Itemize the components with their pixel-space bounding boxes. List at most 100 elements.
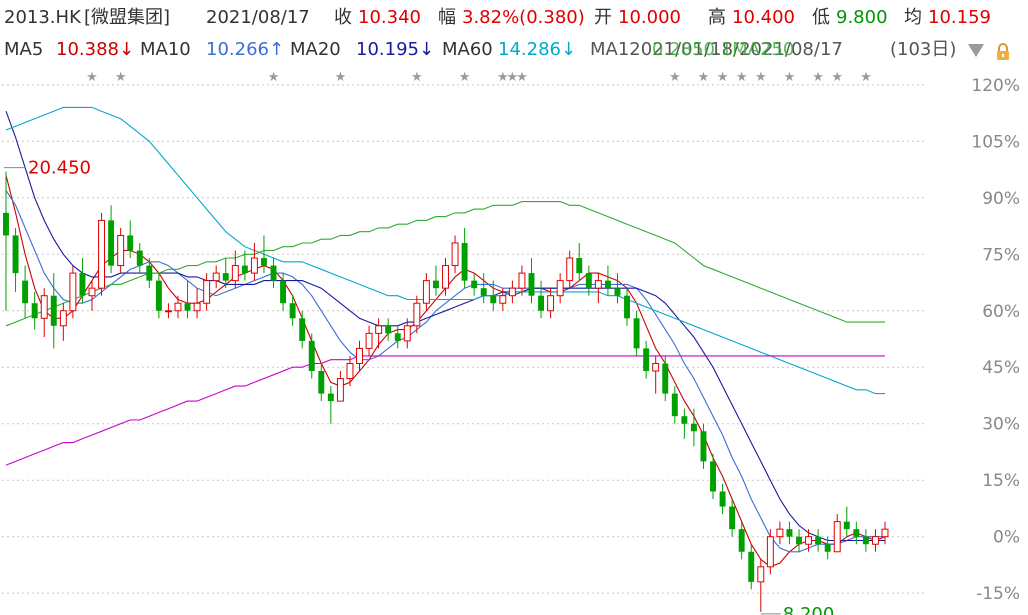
candle-body (451, 242, 459, 267)
candle-body (40, 295, 48, 319)
candle-body (184, 303, 191, 311)
candle-body (508, 287, 516, 297)
y-tick-label: 15% (982, 471, 1020, 491)
candle-body (136, 250, 143, 266)
candle-body (174, 302, 182, 312)
candle-body (490, 295, 497, 304)
y-tick-label: 75% (982, 245, 1020, 265)
candle-body (289, 303, 296, 319)
candle-body (604, 280, 611, 289)
candle-body (585, 273, 592, 289)
candle-body (375, 325, 383, 334)
candle-body (556, 280, 564, 297)
series-line-ma5 (5, 175, 886, 568)
candle-body (79, 273, 86, 296)
series-line-ma120 (5, 201, 885, 327)
candle-body (652, 362, 660, 372)
event-star-marker: ★ (736, 70, 748, 85)
avg-value: 10.159 (928, 7, 991, 28)
candle-body (336, 378, 344, 402)
candle-body (22, 280, 29, 304)
candle-body (824, 544, 831, 552)
ma10-value: 10.266↑ (206, 39, 285, 60)
candle-body (700, 431, 707, 462)
candle-body (212, 272, 220, 282)
candle-body (776, 528, 784, 538)
candle-body (270, 265, 277, 281)
candle-body (346, 362, 354, 380)
candle-body (528, 273, 535, 296)
event-star-marker: ★ (497, 70, 509, 85)
close-label: 收 (334, 7, 352, 28)
candle-body (59, 310, 67, 327)
candle-body (471, 280, 478, 289)
y-tick-label: 105% (971, 132, 1020, 152)
event-star-marker: ★ (669, 70, 681, 85)
y-tick-label: 120% (971, 76, 1020, 96)
event-star-marker: ★ (516, 70, 528, 85)
candle-body (614, 288, 621, 296)
quote-date: 2021/08/17 (206, 7, 310, 28)
event-star-marker: ★ (507, 70, 519, 85)
candle-body (193, 302, 201, 312)
ma5-label: MA5 (4, 39, 44, 60)
candle-body (633, 318, 640, 349)
candle-body (671, 393, 678, 417)
candle-body (681, 416, 688, 424)
open-value: 10.000 (618, 7, 681, 28)
candle-body (394, 333, 401, 341)
candle-body (662, 363, 669, 394)
candle-body (766, 536, 774, 568)
candle-body (280, 280, 287, 304)
candle-body (757, 566, 765, 583)
candle-body (241, 265, 248, 274)
candle-body (547, 295, 555, 312)
event-star-marker: ★ (717, 70, 729, 85)
candle-body (203, 280, 211, 304)
candle-body (796, 536, 802, 545)
candle-body (127, 235, 134, 251)
candle-body (117, 234, 125, 267)
low-label: 低 (812, 7, 830, 28)
candle-body (250, 257, 258, 274)
candle-body (432, 280, 439, 289)
candle-body (594, 280, 602, 289)
candle-body (862, 536, 869, 545)
candle-body (299, 318, 306, 341)
high-label: 高 (708, 7, 726, 28)
candle-body (164, 310, 172, 313)
avg-label: 均 (904, 7, 922, 28)
candle-body (871, 536, 879, 545)
series-line-ma10 (5, 190, 885, 553)
quote-header: 2013.HK [微盟集团] 2021/08/17 收 10.340 幅 3.8… (0, 2, 1028, 34)
event-star-marker: ★ (755, 70, 767, 85)
ma60-label: MA60 (442, 39, 493, 60)
event-star-marker: ★ (860, 70, 872, 85)
event-star-marker: ★ (784, 70, 796, 85)
candle-body (146, 265, 153, 281)
triangle-down-icon[interactable] (968, 44, 984, 57)
candle-body (499, 295, 507, 304)
series-line-ma250 (5, 355, 885, 466)
change-value: 3.82%(0.380) (462, 7, 585, 28)
y-tick-label: 45% (982, 358, 1020, 378)
candle-body (88, 287, 96, 297)
candle-body (31, 303, 38, 319)
ma20-label: MA20 (290, 39, 341, 60)
candle-body (442, 265, 449, 289)
candle-body (422, 280, 430, 304)
candle-body (518, 272, 526, 289)
candle-body (748, 551, 755, 582)
event-star-marker: ★ (459, 70, 471, 85)
y-tick-label: 60% (982, 302, 1020, 322)
lock-icon[interactable] (993, 42, 1013, 62)
candle-body (710, 461, 716, 492)
stock-name: [微盟集团] (84, 7, 171, 28)
event-star-marker: ★ (335, 70, 347, 85)
candle-body (643, 348, 650, 372)
candle-body (843, 521, 850, 530)
high-annotation: 20.450 (28, 158, 91, 179)
candle-body (413, 302, 421, 327)
candle-body (853, 529, 860, 537)
